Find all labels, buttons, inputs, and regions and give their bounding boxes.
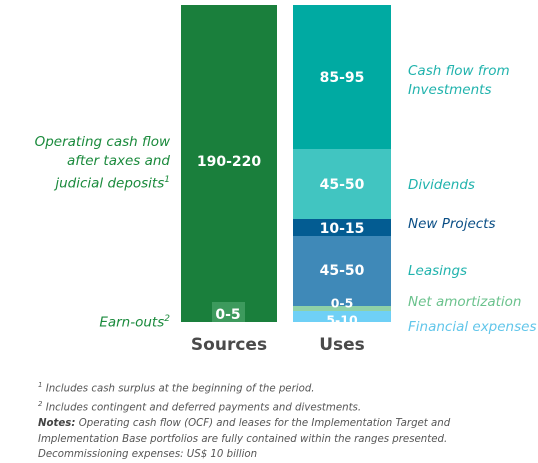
label-leasings: Leasings <box>408 263 468 279</box>
data-label-cash-flow-from-investments: 85-95 <box>320 70 365 86</box>
bar-segment-operating-cash-flow-after-taxes-and-judicial-deposits <box>181 5 277 322</box>
data-label-operating-cash-flow-after-taxes-and-judicial-deposits: 190-220 <box>197 154 262 170</box>
notes-label: Notes: <box>38 417 76 429</box>
label-ocf-sup: 1 <box>164 175 170 185</box>
data-label-earn-outs: 0-5 <box>215 307 240 323</box>
bar-segment-leasings <box>293 236 391 306</box>
notes-line2: Implementation Base portfolios are fully… <box>38 433 448 445</box>
label-investments-line2: Investments <box>408 82 492 98</box>
bar-segment-dividends <box>293 149 391 219</box>
footnote-2-text: Includes contingent and deferred payment… <box>45 402 362 414</box>
label-new-projects: New Projects <box>408 216 496 232</box>
footnotes: 1 Includes cash surplus at the beginning… <box>38 378 533 463</box>
data-label-dividends: 45-50 <box>320 177 365 193</box>
bar-segment-cash-flow-from-investments <box>293 5 391 149</box>
footnote-2-sup: 2 <box>38 399 43 408</box>
label-ocf-line3-text: judicial deposits <box>55 175 165 192</box>
label-operating-cash-flow: Operating cash flow after taxes and judi… <box>6 133 170 194</box>
decommissioning-note: Decommissioning expenses: US$ 10 billion <box>38 449 258 461</box>
footnote-2: 2 Includes contingent and deferred payme… <box>38 397 533 416</box>
label-ocf-line2: after taxes and <box>66 153 170 169</box>
notes-line1: Operating cash flow (OCF) and leases for… <box>78 417 451 429</box>
label-dividends: Dividends <box>408 177 475 193</box>
category-label-uses: Uses <box>319 335 365 355</box>
data-label-new-projects: 10-15 <box>320 221 365 237</box>
label-ocf-line3: judicial deposits1 <box>6 171 170 194</box>
label-financial-expenses: Financial expenses <box>408 319 537 335</box>
label-investments: Cash flow from Investments <box>408 62 510 100</box>
bar-segment-financial-expenses <box>293 311 391 322</box>
footnote-1: 1 Includes cash surplus at the beginning… <box>38 378 533 397</box>
data-label-net-amortization: 0-5 <box>331 296 354 311</box>
bar-segment-net-amortization <box>293 306 391 311</box>
bar-segment-new-projects <box>293 219 391 236</box>
label-earn-outs-sup: 2 <box>164 314 170 324</box>
label-net-amortization: Net amortization <box>408 294 522 310</box>
notes: Notes: Operating cash flow (OCF) and lea… <box>38 416 533 432</box>
footnote-1-sup: 1 <box>38 381 43 389</box>
data-label-financial-expenses: 5-10 <box>326 313 358 328</box>
label-ocf-line1: Operating cash flow <box>34 134 170 150</box>
footnote-1-text: Includes cash surplus at the beginning o… <box>45 383 315 395</box>
label-earn-outs-text: Earn-outs <box>99 314 165 331</box>
bar-segment-earn-outs <box>212 302 245 322</box>
data-label-leasings: 45-50 <box>320 263 365 279</box>
category-label-sources: Sources <box>191 335 267 355</box>
label-earn-outs: Earn-outs2 <box>6 310 170 333</box>
label-investments-line1: Cash flow from <box>408 63 510 79</box>
